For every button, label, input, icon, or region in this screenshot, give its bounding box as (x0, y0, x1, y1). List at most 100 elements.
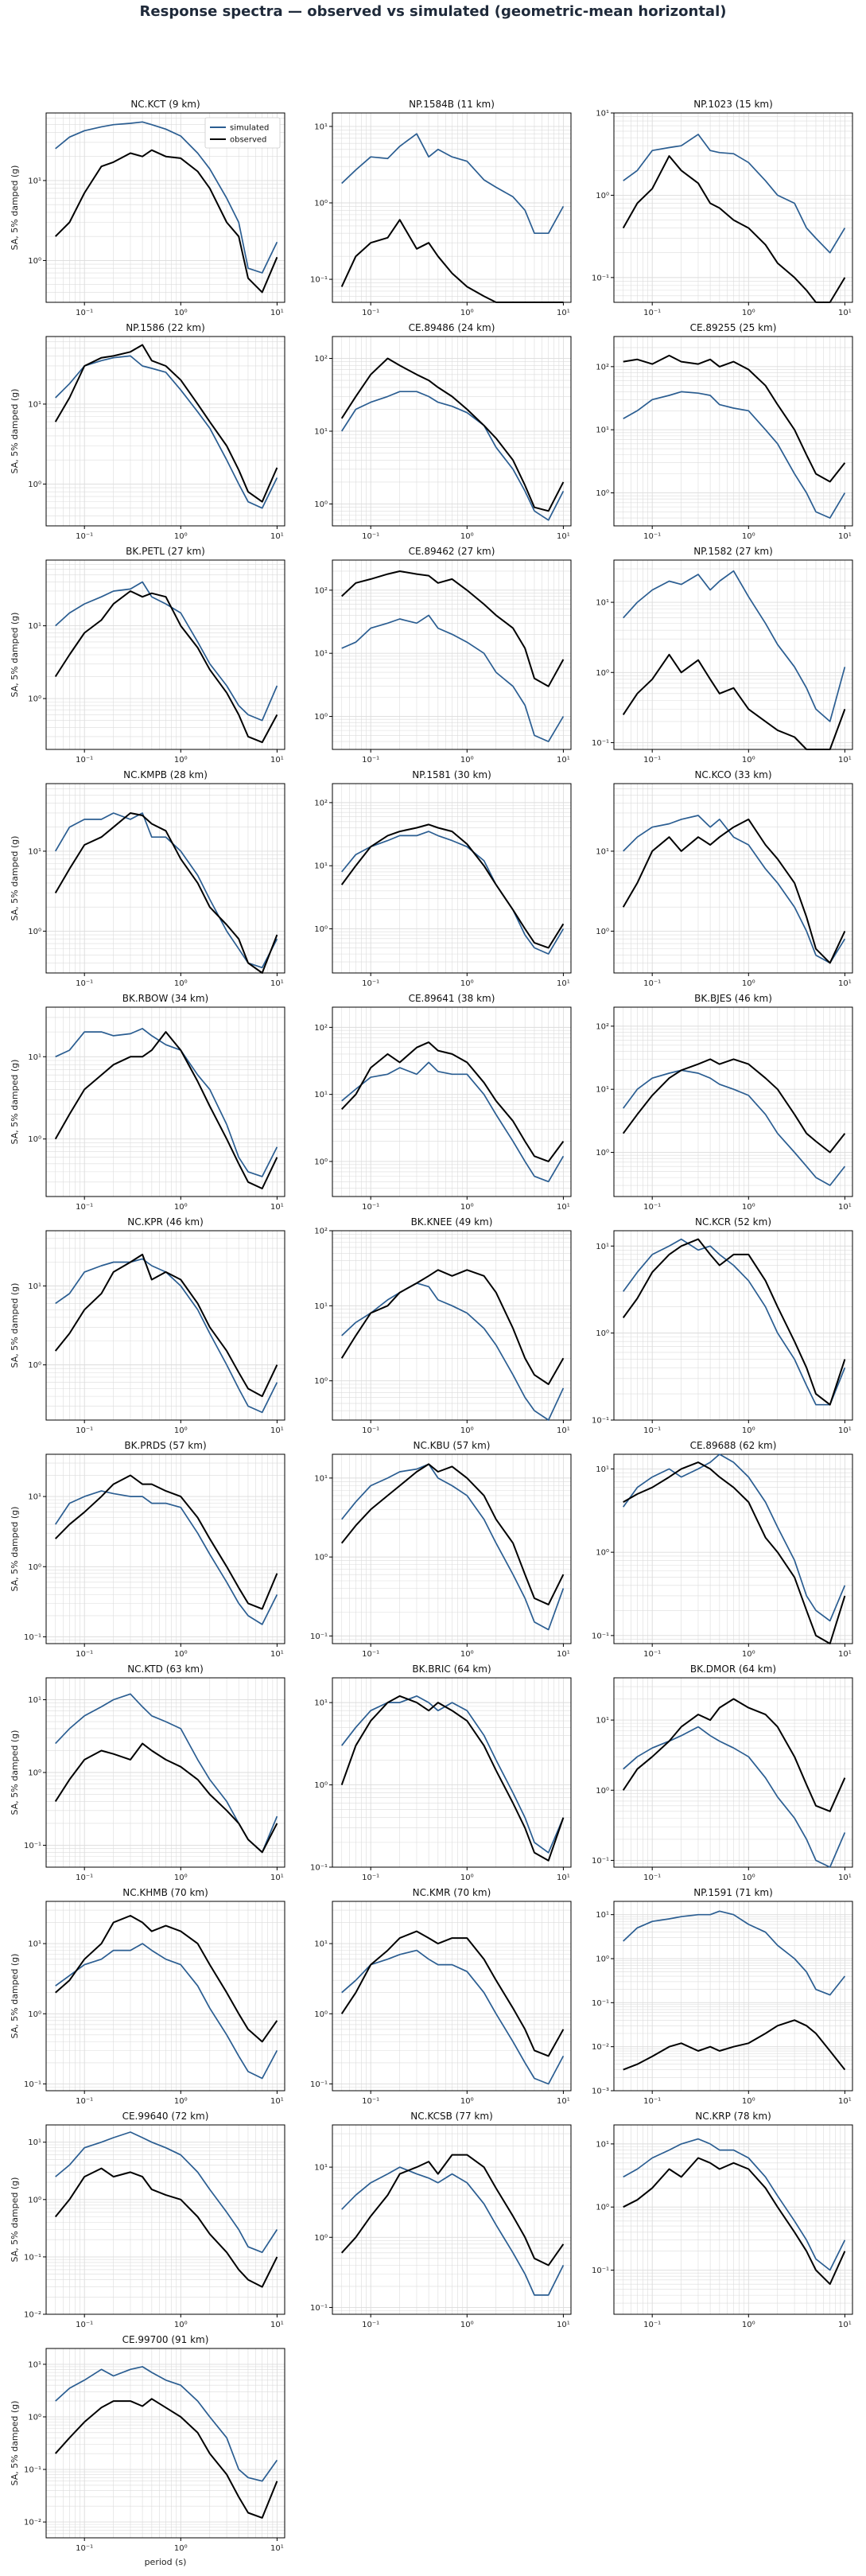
observed-line (622, 1058, 846, 1154)
x-tick-label: 10⁰ (174, 1426, 188, 1435)
panel-title: NC.KCSB (77 km) (410, 2111, 493, 2122)
axes-frame (332, 559, 572, 750)
x-tick-label: 10⁻¹ (362, 2321, 379, 2329)
x-tick-label: 10¹ (270, 2544, 284, 2553)
x-tick-label: 10¹ (557, 979, 570, 988)
panel-title: NC.KPR (46 km) (127, 1216, 204, 1228)
x-tick-label: 10⁰ (742, 979, 755, 988)
y-tick-label: 10¹ (314, 428, 328, 437)
y-tick-label: 10⁰ (596, 1955, 609, 1963)
x-tick-label: 10⁻¹ (76, 2321, 93, 2329)
simulated-line (55, 1028, 278, 1177)
grid (613, 336, 852, 527)
axes-frame (45, 112, 285, 303)
x-tick-label: 10⁰ (742, 1650, 755, 1659)
y-tick-label: 10⁰ (28, 928, 41, 936)
y-tick-label: 10⁻¹ (592, 1999, 609, 2008)
y-tick-label: 10¹ (28, 1493, 41, 1502)
simulated-line (54, 812, 278, 969)
axes-frame (332, 1230, 572, 1421)
x-tick-label: 10¹ (557, 2321, 570, 2329)
panel: 10⁻¹ 10⁰ 10¹ 10⁰ 10¹ 10² NP.1581 (30 km) (314, 769, 572, 988)
y-tick-label: 10⁰ (596, 928, 609, 936)
y-tick-label: 10¹ (596, 2140, 609, 2149)
simulated-line (341, 1949, 565, 2085)
x-tick-label: 10⁻¹ (643, 532, 661, 541)
x-tick-label: 10⁻¹ (362, 1650, 379, 1659)
y-tick-label: 10⁰ (28, 1361, 41, 1370)
x-tick-label: 10⁰ (460, 309, 474, 317)
panel-title: NP.1584B (11 km) (409, 99, 495, 110)
x-tick-label: 10⁻¹ (76, 2544, 93, 2553)
simulated-line (341, 831, 565, 955)
observed-line (54, 2398, 278, 2519)
y-axis-label: SA, 5% damped (g) (10, 165, 20, 251)
grid (45, 1677, 285, 1868)
x-tick-label: 10¹ (270, 756, 284, 765)
x-tick-label: 10¹ (557, 756, 570, 765)
y-axis-label: SA, 5% damped (g) (10, 613, 20, 698)
x-tick-label: 10⁰ (460, 532, 474, 541)
simulated-line (55, 355, 278, 509)
y-tick-label: 10⁰ (596, 669, 609, 678)
legend-label: simulated (230, 124, 269, 133)
figure-title: Response spectra — observed vs simulated… (139, 3, 727, 20)
panel-title: NC.KMR (70 km) (413, 1887, 491, 1898)
panel: 10⁻¹ 10⁰ 10¹ 10⁻¹ 10⁰ 10¹ NP.1584B (11 km) (310, 99, 572, 317)
grid (45, 783, 285, 974)
grid (613, 559, 852, 750)
axes-frame (613, 559, 853, 750)
axes-frame (613, 1006, 853, 1197)
simulated-line (54, 1490, 278, 1625)
x-tick-label: 10¹ (270, 1650, 284, 1659)
panel: 10⁻¹ 10⁰ 10¹ 10⁰ 10¹ BK.RBOW (34 km) SA, 5% da… (10, 993, 285, 1212)
panel: 10⁻¹ 10⁰ 10¹ 10⁻² 10⁻¹ 10⁰ 10¹ CE.99640 (72 km)… (10, 2111, 285, 2329)
panel: 10⁻¹ 10⁰ 10¹ 10⁻¹ 10⁰ 10¹ NP.1023 (15 km) (592, 99, 853, 317)
y-tick-label: 10¹ (314, 1091, 328, 1099)
y-tick-label: 10⁻² (24, 2519, 41, 2527)
panel-title: CE.99700 (91 km) (122, 2334, 209, 2345)
x-tick-label: 10⁰ (742, 1426, 755, 1435)
legend-label: observed (230, 136, 266, 145)
y-tick-label: 10⁰ (314, 1554, 328, 1562)
grid (332, 559, 571, 750)
x-tick-label: 10¹ (270, 2097, 284, 2106)
panel-title: BK.PETL (27 km) (126, 546, 205, 557)
panel-title: NC.KCT (9 km) (130, 99, 200, 110)
x-tick-label: 10⁰ (460, 1203, 474, 1212)
x-tick-label: 10⁻¹ (643, 1203, 661, 1212)
observed-line (623, 2157, 846, 2286)
x-tick-label: 10¹ (838, 2321, 852, 2329)
grid (45, 1453, 285, 1644)
x-tick-label: 10¹ (270, 1203, 284, 1212)
panel-title: NC.KHMB (70 km) (122, 1887, 208, 1898)
observed-line (54, 812, 278, 974)
y-tick-label: 10⁻¹ (24, 1842, 41, 1850)
legend: simulated observed (204, 117, 281, 149)
panel-title: CE.99640 (72 km) (122, 2111, 209, 2122)
y-tick-label: 10² (314, 586, 328, 595)
simulated-line (623, 815, 846, 964)
simulated-line (341, 614, 565, 742)
y-tick-label: 10² (314, 1228, 328, 1236)
x-tick-label: 10¹ (270, 2321, 284, 2329)
y-tick-label: 10⁰ (596, 489, 609, 498)
x-tick-label: 10⁻¹ (643, 756, 661, 765)
grid (45, 559, 285, 750)
panel: 10⁻¹ 10⁰ 10¹ 10⁻¹ 10⁰ 10¹ BK.DMOR (64 km) (592, 1664, 853, 1882)
panel: 10⁻¹ 10⁰ 10¹ 10⁰ 10¹ 10² CE.89486 (24 km) (314, 322, 572, 541)
y-tick-label: 10⁰ (596, 1787, 609, 1796)
y-tick-label: 10¹ (314, 862, 328, 871)
y-tick-label: 10¹ (28, 1696, 41, 1705)
panel: 10⁻¹ 10⁰ 10¹ 10⁻¹ 10⁰ 10¹ NP.1582 (27 km) (592, 546, 853, 765)
y-tick-label: 10⁰ (314, 1377, 328, 1386)
x-tick-label: 10⁰ (742, 2321, 755, 2329)
y-tick-label: 10⁰ (314, 925, 328, 934)
axes-frame (45, 1230, 285, 1421)
axes-frame (45, 336, 285, 527)
y-axis-label: SA, 5% damped (g) (10, 1060, 20, 1145)
simulated-line (341, 1061, 565, 1183)
y-tick-label: 10⁻¹ (24, 1633, 41, 1642)
grid (613, 1901, 852, 2092)
